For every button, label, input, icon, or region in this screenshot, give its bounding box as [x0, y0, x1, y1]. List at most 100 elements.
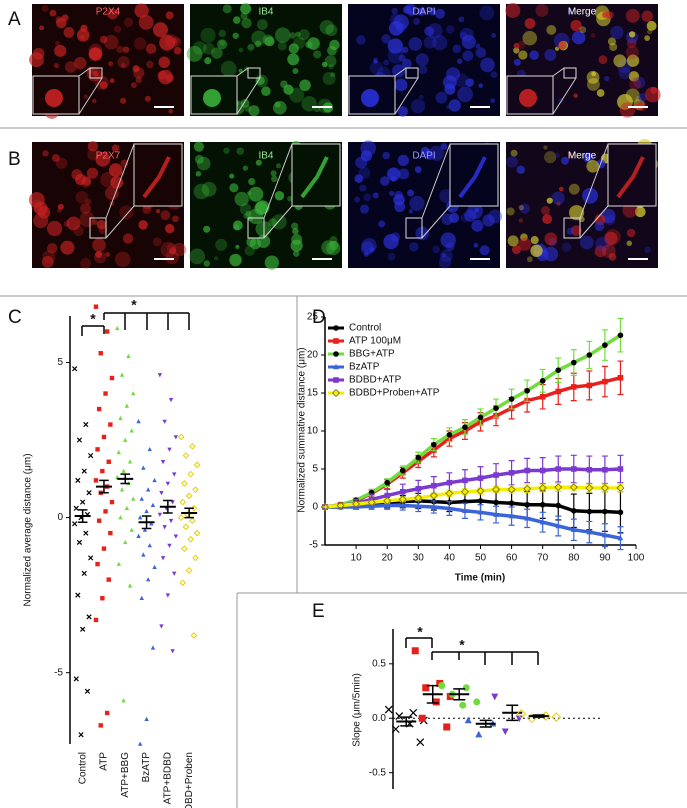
sem-bar [506, 704, 519, 722]
cell [383, 233, 399, 250]
cell [556, 201, 561, 206]
data-point [167, 447, 172, 452]
cell [622, 202, 638, 218]
cell [201, 181, 217, 197]
cell [573, 93, 578, 99]
cell [475, 47, 487, 58]
data-point [569, 483, 578, 492]
cell [479, 245, 490, 256]
cell [108, 61, 114, 67]
cell [541, 206, 551, 216]
data-point [93, 478, 99, 483]
cell [391, 7, 398, 15]
cell [369, 246, 375, 252]
sem-bar [532, 714, 545, 718]
cell [449, 212, 460, 223]
cell [644, 35, 650, 41]
cell [626, 38, 637, 49]
zoom-box [247, 67, 261, 79]
cell [517, 40, 526, 50]
zoom-box [247, 217, 265, 239]
cell [321, 240, 336, 255]
cell [414, 166, 422, 173]
cell [519, 89, 537, 107]
cell [123, 17, 134, 27]
cell [441, 253, 446, 258]
data-point [586, 508, 593, 515]
data-point [586, 352, 593, 358]
cell [439, 249, 453, 263]
data-point [152, 564, 157, 569]
cell [245, 210, 252, 217]
cell [586, 70, 600, 84]
cell [568, 152, 574, 158]
zoom-box [89, 217, 107, 239]
data-point [384, 479, 391, 486]
data-point [129, 428, 134, 433]
cell [602, 11, 609, 18]
y-axis-label: Normalized average distance (μm) [23, 453, 34, 606]
data-point [93, 304, 99, 309]
data-point [81, 468, 87, 474]
data-point [162, 525, 167, 530]
cell [186, 46, 203, 62]
data-point [571, 508, 577, 514]
data-point [185, 492, 193, 500]
data-point [124, 403, 130, 408]
data-point [336, 501, 345, 510]
cell [165, 250, 179, 265]
cell [122, 233, 134, 244]
cell [513, 58, 521, 66]
cell [223, 147, 230, 154]
cell [568, 9, 573, 14]
cell [116, 45, 124, 54]
data-point [551, 712, 562, 723]
zoom-box [405, 67, 419, 79]
cell [609, 42, 618, 52]
cell [41, 5, 49, 12]
cell [236, 147, 245, 155]
data-point [320, 502, 330, 512]
cell [625, 88, 640, 103]
cell [505, 2, 521, 18]
data-point [429, 491, 438, 500]
data-point [333, 363, 339, 370]
image-title: IB4 [258, 151, 273, 162]
data-point [367, 498, 376, 507]
data-point [524, 501, 530, 508]
cell [546, 24, 557, 35]
data-point [104, 329, 110, 334]
data-point [616, 483, 625, 493]
legend-label: BzATP [349, 362, 380, 373]
sem-bar [99, 479, 109, 494]
cell [204, 57, 212, 65]
cell [428, 7, 437, 16]
data-point [173, 534, 179, 539]
cell [634, 206, 646, 218]
x-tick-label: ATP+BDBD [162, 752, 173, 804]
cell [372, 192, 379, 199]
cell [268, 218, 278, 227]
cell [610, 25, 624, 40]
sem-bar [120, 473, 131, 485]
data-point [602, 466, 608, 473]
cell [135, 76, 143, 84]
cell [122, 46, 130, 53]
cell [132, 65, 140, 73]
cell [292, 68, 299, 75]
cell [92, 98, 97, 104]
cell [92, 70, 99, 77]
cell [214, 256, 219, 261]
cell [458, 16, 465, 23]
data-point [602, 532, 608, 538]
data-point [398, 495, 407, 504]
data-point [78, 732, 84, 738]
cell [386, 167, 401, 182]
cell [241, 17, 252, 29]
cell [325, 24, 338, 37]
cell [193, 183, 210, 200]
data-point [181, 480, 188, 487]
zoom-line [394, 67, 407, 77]
data-point [586, 382, 593, 389]
